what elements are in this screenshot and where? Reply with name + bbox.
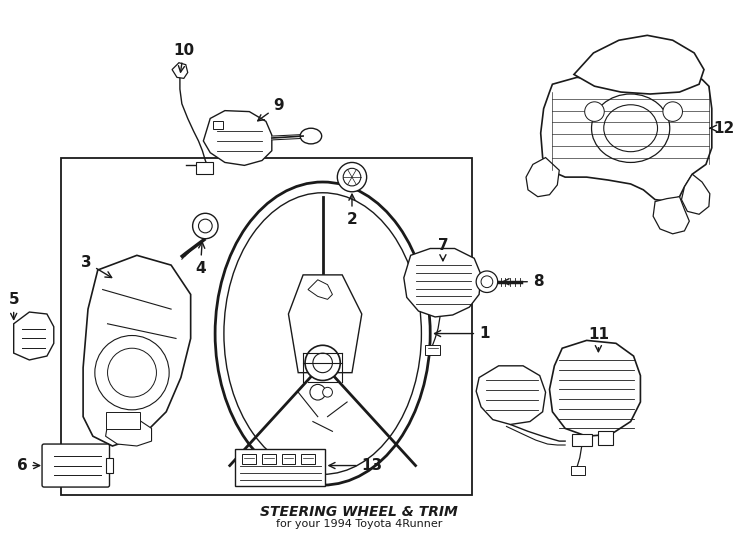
Circle shape [95,335,169,410]
Polygon shape [106,417,151,446]
Circle shape [585,102,604,122]
Text: 6: 6 [17,458,40,473]
Bar [572,434,592,446]
Bar [425,345,440,355]
Circle shape [476,271,498,293]
Circle shape [192,213,218,239]
Polygon shape [653,197,689,234]
Bar [61,158,472,495]
Bar [195,163,213,174]
Bar [262,454,276,464]
Polygon shape [574,35,704,94]
Polygon shape [476,366,545,424]
Text: 7: 7 [437,238,448,261]
Text: 8: 8 [503,274,543,289]
Polygon shape [681,174,710,214]
Circle shape [344,168,361,186]
Polygon shape [404,248,481,317]
Text: 5: 5 [8,292,19,320]
Bar [242,454,256,464]
Circle shape [338,163,367,192]
Circle shape [108,348,156,397]
Text: STEERING WHEEL & TRIM: STEERING WHEEL & TRIM [260,505,458,519]
Polygon shape [14,312,54,360]
Text: 9: 9 [258,98,284,121]
Text: 12: 12 [711,121,734,136]
Polygon shape [288,275,362,373]
Bar [571,465,585,475]
Circle shape [305,345,341,381]
Bar [235,449,324,486]
Ellipse shape [592,94,669,163]
Bar [106,412,139,429]
Bar [106,458,114,474]
Bar [301,454,315,464]
Text: 1: 1 [435,326,490,341]
Polygon shape [83,255,191,446]
Polygon shape [550,340,641,436]
Ellipse shape [300,128,321,144]
FancyBboxPatch shape [42,444,109,487]
Circle shape [310,384,326,400]
Circle shape [198,219,212,233]
Polygon shape [526,158,559,197]
Circle shape [663,102,683,122]
Bar [598,431,613,445]
Circle shape [481,276,493,288]
Text: for your 1994 Toyota 4Runner: for your 1994 Toyota 4Runner [276,519,442,529]
Bar [282,454,295,464]
Text: 3: 3 [81,255,112,278]
Circle shape [323,387,333,397]
Text: 11: 11 [588,327,609,352]
Ellipse shape [224,193,421,474]
Text: 4: 4 [195,242,206,275]
Circle shape [313,353,333,373]
Text: 13: 13 [329,458,383,473]
Polygon shape [172,63,188,78]
Ellipse shape [604,105,658,152]
Text: 2: 2 [346,194,357,227]
Ellipse shape [215,182,430,485]
Text: 10: 10 [173,43,195,72]
Polygon shape [541,77,712,201]
Polygon shape [308,280,333,299]
Polygon shape [203,111,272,165]
Bar [213,122,223,129]
